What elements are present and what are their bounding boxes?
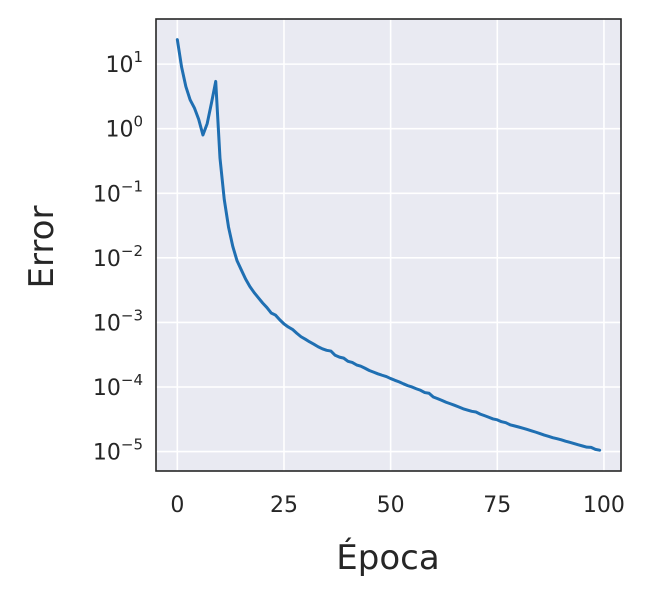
grid: [156, 19, 621, 471]
x-tick-label: 100: [583, 493, 625, 518]
x-tick-label: 50: [377, 493, 405, 518]
x-tick-label: 0: [170, 493, 184, 518]
x-tick-labels: 0 25 50 75 100: [170, 493, 625, 518]
x-axis-label: Época: [336, 537, 439, 578]
y-tick-label: 10−2: [93, 242, 143, 272]
plot-background: [156, 19, 621, 471]
y-tick-label: 10−5: [93, 436, 143, 466]
error-curve: [175, 38, 602, 452]
y-axis-label: Error: [22, 206, 62, 289]
y-tick-label: 100: [105, 113, 143, 143]
y-tick-labels: 101 100 10−1 10−2 10−3 10−4 10−5: [93, 48, 143, 465]
x-tick-label: 75: [483, 493, 511, 518]
x-tick-label: 25: [270, 493, 298, 518]
plot-frame: [155, 18, 622, 472]
y-tick-label: 10−3: [93, 306, 143, 336]
y-tick-label: 10−4: [93, 371, 143, 401]
y-tick-label: 101: [105, 48, 143, 78]
y-tick-label: 10−1: [93, 177, 143, 207]
